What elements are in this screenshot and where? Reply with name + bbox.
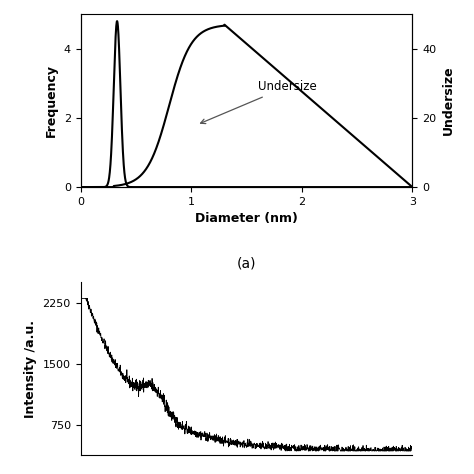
Text: (a): (a) — [237, 256, 256, 270]
X-axis label: Diameter (nm): Diameter (nm) — [195, 212, 298, 225]
Y-axis label: Undersize: Undersize — [442, 66, 455, 136]
Text: Undersize: Undersize — [201, 80, 316, 124]
Y-axis label: Intensity /a.u.: Intensity /a.u. — [24, 319, 37, 418]
Y-axis label: Frequency: Frequency — [45, 64, 58, 137]
